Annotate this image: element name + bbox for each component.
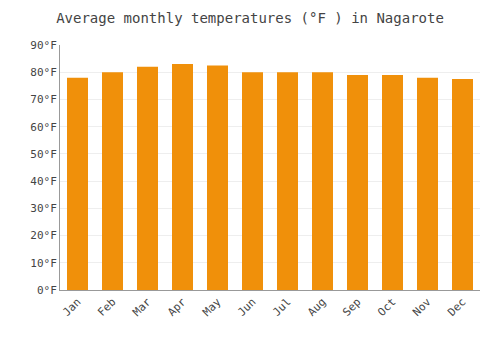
svg-text:Jan: Jan	[60, 296, 83, 319]
svg-text:30°F: 30°F	[30, 202, 57, 215]
svg-text:Mar: Mar	[130, 295, 154, 319]
svg-text:90°F: 90°F	[30, 39, 57, 52]
svg-text:40°F: 40°F	[30, 175, 57, 188]
svg-text:Jun: Jun	[235, 296, 258, 319]
svg-text:50°F: 50°F	[30, 148, 57, 161]
svg-text:80°F: 80°F	[30, 66, 57, 79]
svg-text:Oct: Oct	[375, 296, 398, 319]
svg-text:70°F: 70°F	[30, 93, 57, 106]
svg-text:20°F: 20°F	[30, 229, 57, 242]
svg-text:Aug: Aug	[305, 296, 328, 319]
svg-text:Jul: Jul	[270, 296, 293, 319]
svg-text:Dec: Dec	[445, 296, 468, 319]
svg-text:Nov: Nov	[410, 295, 434, 319]
svg-text:10°F: 10°F	[30, 257, 57, 270]
svg-text:Average monthly temperatures (: Average monthly temperatures (°F ) in Na…	[56, 10, 444, 26]
svg-text:Sep: Sep	[340, 296, 363, 319]
svg-text:Apr: Apr	[165, 295, 189, 319]
svg-text:60°F: 60°F	[30, 121, 57, 134]
svg-text:0°F: 0°F	[37, 284, 57, 297]
svg-text:May: May	[200, 295, 224, 319]
svg-text:Feb: Feb	[95, 296, 118, 319]
